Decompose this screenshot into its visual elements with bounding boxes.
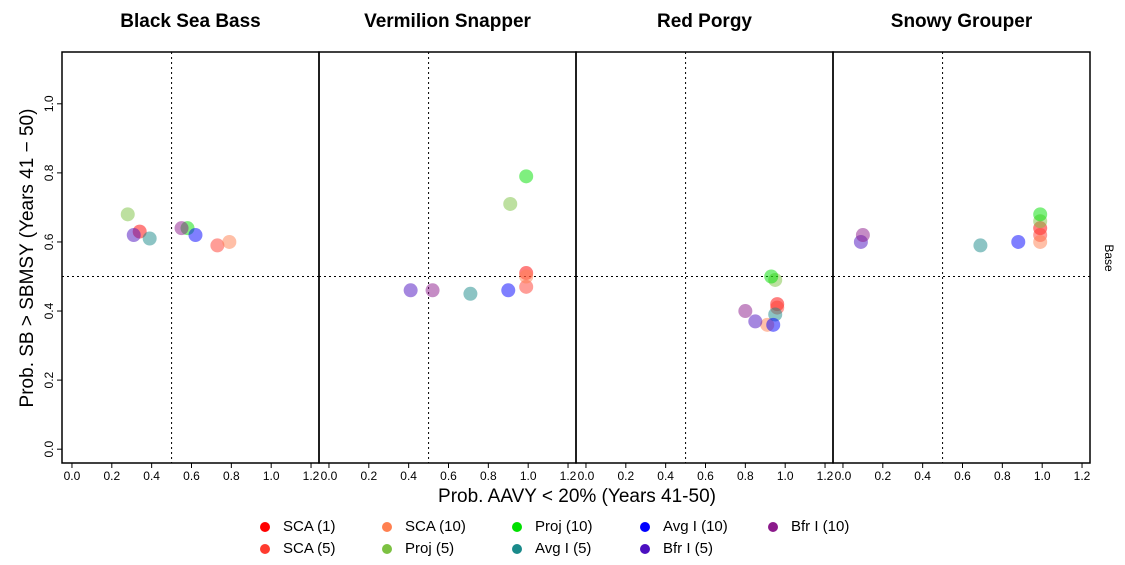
point [1033,234,1048,249]
x-tick-label: 1.2 [303,469,320,483]
legend-marker [640,544,650,554]
x-tick-label: 0.6 [440,469,457,483]
legend-label: SCA (1) [283,518,336,535]
y-tick-label: 0.8 [42,164,56,181]
point [855,228,870,243]
x-axis-label: Prob. AAVY < 20% (Years 41-50) [438,486,716,507]
point [519,269,534,284]
x-tick-label: 0.0 [64,469,81,483]
x-tick-label: 0.8 [737,469,754,483]
legend-marker [382,544,392,554]
point [766,317,781,332]
x-tick-label: 0.4 [400,469,417,483]
x-tick-label: 1.0 [263,469,280,483]
x-tick-label: 0.2 [103,469,120,483]
x-tick-label: 0.0 [835,469,852,483]
y-tick-label: 0.2 [42,371,56,388]
y-tick-label: 0.0 [42,441,56,458]
point [120,207,135,222]
x-tick-label: 0.2 [360,469,377,483]
panel-title: Black Sea Bass [120,11,261,32]
panel-frame [575,51,834,464]
point [503,196,518,211]
legend-label: SCA (10) [405,518,466,535]
point [973,238,988,253]
x-tick-label: 0.0 [578,469,595,483]
point [1011,234,1026,249]
point [519,279,534,294]
strip-label: Base [1102,244,1116,272]
point [501,283,516,298]
point [126,228,141,243]
point [519,169,534,184]
x-tick-label: 0.6 [183,469,200,483]
legend-label: Proj (10) [535,518,593,535]
y-tick-label: 0.4 [42,302,56,319]
legend-marker [260,522,270,532]
point [210,238,225,253]
legend-marker [382,522,392,532]
point [425,283,440,298]
point [142,231,157,246]
panel-frame [318,51,577,464]
point [403,283,418,298]
legend-marker [640,522,650,532]
y-tick-label: 1.0 [42,95,56,112]
x-tick-label: 0.4 [143,469,160,483]
x-tick-label: 0.8 [994,469,1011,483]
x-tick-label: 0.6 [697,469,714,483]
x-tick-label: 1.0 [1034,469,1051,483]
x-tick-label: 0.0 [321,469,338,483]
panel-frame [832,51,1091,464]
x-tick-label: 0.2 [874,469,891,483]
x-tick-label: 1.2 [560,469,577,483]
panel-title: Red Porgy [657,11,752,32]
panel-frame [61,51,320,464]
point [188,228,203,243]
point [738,304,753,319]
point [174,221,189,236]
x-tick-label: 0.2 [617,469,634,483]
panel-title: Vermilion Snapper [364,11,531,32]
y-axis-label: Prob. SB > SBMSY (Years 41 − 50) [17,109,38,408]
legend-marker [512,544,522,554]
legend-label: Bfr I (5) [663,540,713,557]
panel-title: Snowy Grouper [891,11,1033,32]
x-tick-label: 1.0 [777,469,794,483]
x-tick-label: 0.8 [223,469,240,483]
legend-label: SCA (5) [283,540,336,557]
x-tick-label: 0.4 [657,469,674,483]
legend-label: Proj (5) [405,540,454,557]
point [748,314,763,329]
point [768,307,783,322]
legend-marker [512,522,522,532]
legend-marker [260,544,270,554]
legend-label: Bfr I (10) [791,518,849,535]
point [1033,207,1048,222]
x-tick-label: 1.2 [1074,469,1091,483]
legend-label: Avg I (10) [663,518,728,535]
x-tick-label: 1.2 [817,469,834,483]
point [764,269,779,284]
point [222,234,237,249]
point [463,286,478,301]
x-tick-label: 0.8 [480,469,497,483]
y-tick-label: 0.6 [42,233,56,250]
x-tick-label: 1.0 [520,469,537,483]
legend-marker [768,522,778,532]
x-tick-label: 0.4 [914,469,931,483]
legend-label: Avg I (5) [535,540,591,557]
x-tick-label: 0.6 [954,469,971,483]
